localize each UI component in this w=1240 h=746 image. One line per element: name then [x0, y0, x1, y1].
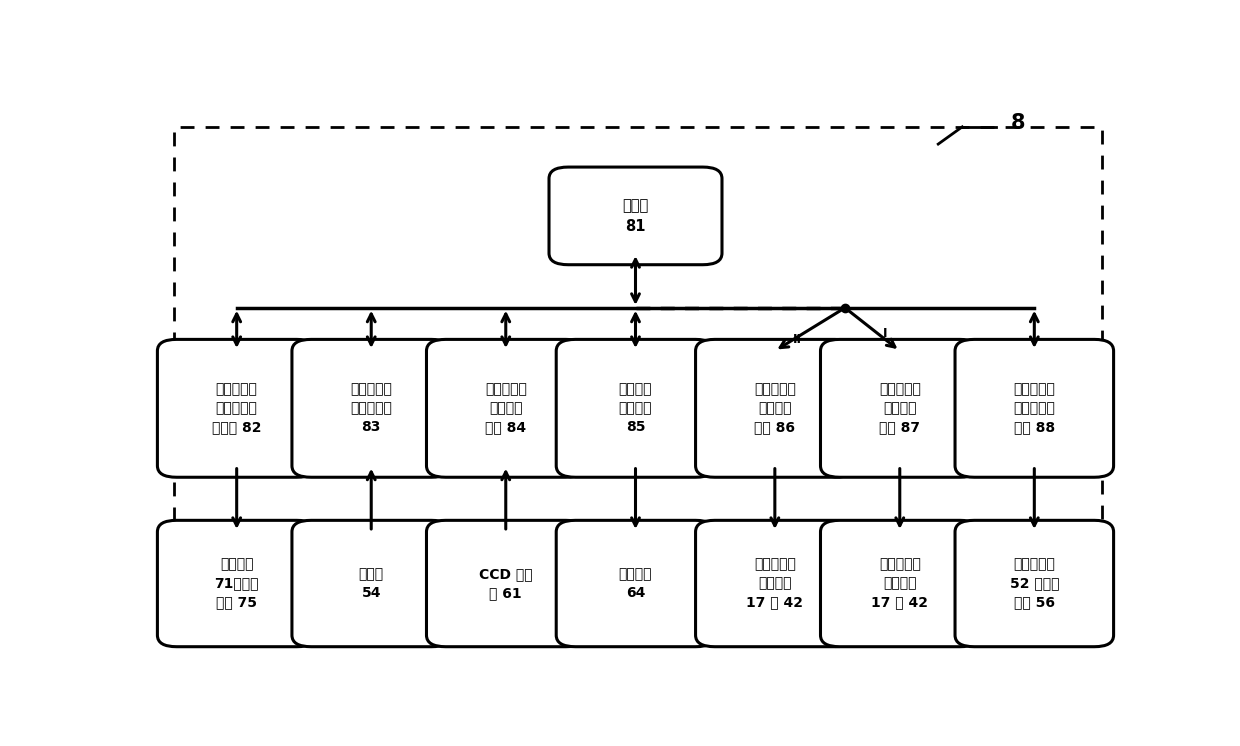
Text: 纱线磨损物
称重值模块
83: 纱线磨损物 称重值模块 83	[350, 383, 392, 434]
Text: 密排绕纱与
速度控制
单元 86: 密排绕纱与 速度控制 单元 86	[754, 383, 796, 434]
Text: CCD 摄像
器 61: CCD 摄像 器 61	[479, 567, 532, 600]
Text: 毛羽及毛球
抽拔力及位
移模块 82: 毛羽及毛球 抽拔力及位 移模块 82	[212, 383, 262, 434]
Text: 称重器
54: 称重器 54	[358, 567, 384, 600]
Text: 毛羽及毛球
数及形态
模块 84: 毛羽及毛球 数及形态 模块 84	[485, 383, 527, 434]
FancyBboxPatch shape	[557, 521, 714, 647]
Text: 转动和移动
步进电机
17 和 42: 转动和移动 步进电机 17 和 42	[872, 557, 929, 609]
FancyBboxPatch shape	[291, 339, 450, 477]
Text: 起绒电压与
抽吸压控制
单元 88: 起绒电压与 抽吸压控制 单元 88	[1013, 383, 1055, 434]
Text: II: II	[792, 333, 801, 346]
FancyBboxPatch shape	[291, 521, 450, 647]
Text: 计算机
81: 计算机 81	[622, 198, 649, 233]
Text: 投影亮度
控制单元
85: 投影亮度 控制单元 85	[619, 383, 652, 434]
FancyBboxPatch shape	[427, 339, 585, 477]
Text: 摩擦轨迹与
速度控制
单元 87: 摩擦轨迹与 速度控制 单元 87	[879, 383, 921, 434]
FancyBboxPatch shape	[696, 339, 854, 477]
FancyBboxPatch shape	[549, 167, 722, 265]
FancyBboxPatch shape	[696, 521, 854, 647]
Text: 8: 8	[1011, 113, 1024, 133]
Text: 转动和移动
步进电机
17 和 42: 转动和移动 步进电机 17 和 42	[746, 557, 804, 609]
Bar	[174, 127, 1101, 641]
FancyBboxPatch shape	[955, 521, 1114, 647]
FancyBboxPatch shape	[157, 339, 316, 477]
Text: 力传感器
71和位移
机构 75: 力传感器 71和位移 机构 75	[215, 557, 259, 609]
FancyBboxPatch shape	[955, 339, 1114, 477]
Text: 静电起绒器
52 与吸尘
电机 56: 静电起绒器 52 与吸尘 电机 56	[1009, 557, 1059, 609]
FancyBboxPatch shape	[557, 339, 714, 477]
FancyBboxPatch shape	[157, 521, 316, 647]
FancyBboxPatch shape	[821, 521, 980, 647]
FancyBboxPatch shape	[427, 521, 585, 647]
Text: I: I	[883, 327, 888, 340]
Text: 投影光源
64: 投影光源 64	[619, 567, 652, 600]
FancyBboxPatch shape	[821, 339, 980, 477]
